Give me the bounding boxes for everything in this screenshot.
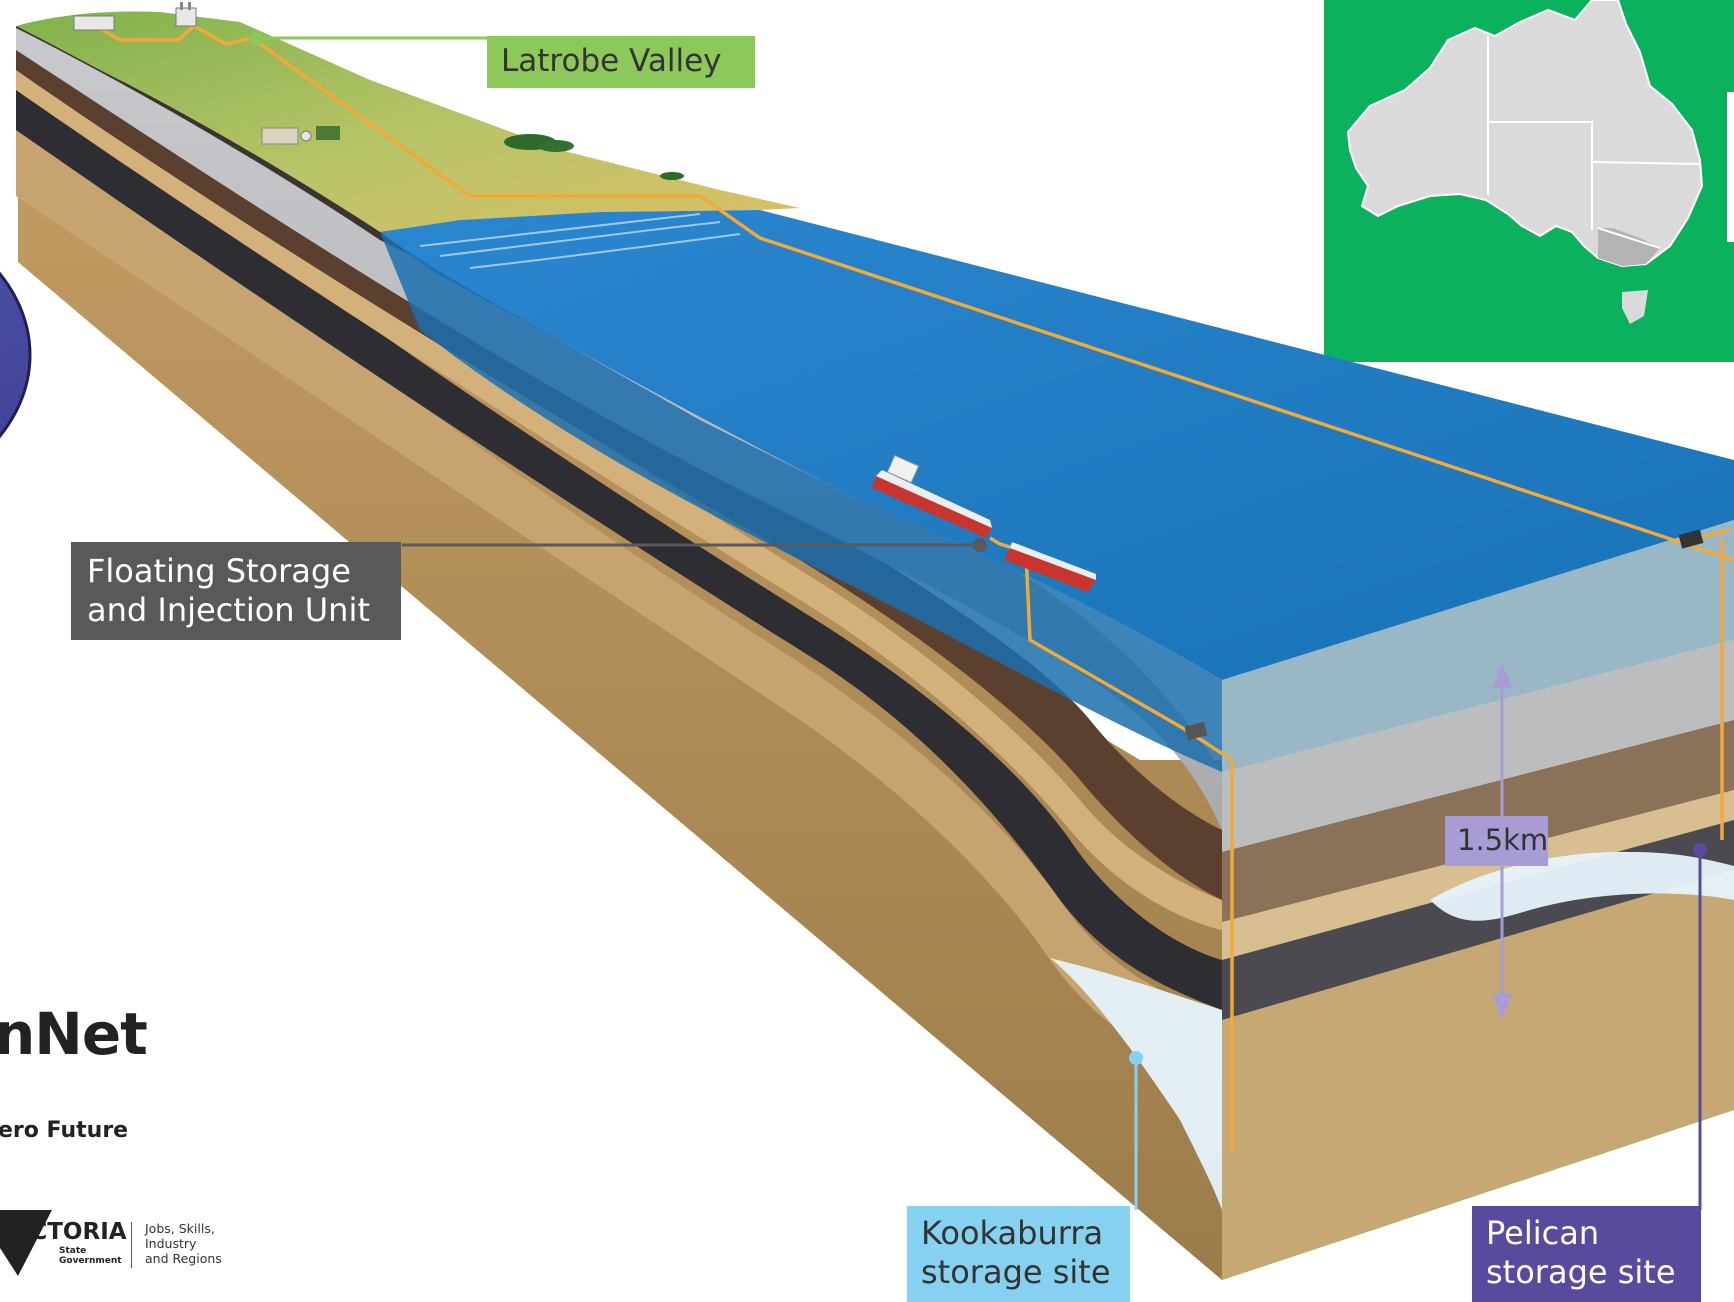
pelican-plume (1430, 851, 1734, 921)
department-line2: Industry (145, 1236, 197, 1251)
victoria-logo-icon (0, 1210, 52, 1276)
australia-inset-map (1324, 0, 1734, 362)
front-face-gray (1222, 640, 1734, 852)
wave-lines (419, 213, 741, 269)
co2-pipeline (95, 23, 1734, 1150)
kookaburra-plume (1050, 958, 1222, 1210)
kookaburra-label: Kookaburra storage site (907, 1206, 1130, 1302)
depth-label: 1.5km (1445, 816, 1548, 866)
pelican-leader (1693, 843, 1707, 1210)
australia-mainland (1346, 0, 1704, 268)
kookaburra-label-line1: Kookaburra (921, 1214, 1104, 1252)
victoria-wordmark: VICTORIA (4, 1219, 127, 1245)
pelican-label-line2: storage site (1486, 1253, 1676, 1292)
victoria-sub-line2: Government (59, 1256, 122, 1267)
ship-icon (872, 454, 1096, 592)
stratum-brown (16, 36, 1222, 900)
fsiu-label-line2: and Injection Unit (87, 591, 370, 630)
department-name: Jobs, Skills, Industry and Regions (145, 1221, 255, 1266)
trees-icon (504, 134, 684, 180)
latrobe-valley-label: Latrobe Valley (487, 36, 755, 88)
capture-facility-icon (261, 126, 340, 145)
logo-divider (131, 1222, 132, 1268)
state-borders (1487, 36, 1701, 249)
stratum-coal (16, 60, 1222, 1010)
fsiu-label-line1: Floating Storage (87, 552, 351, 590)
fsiu-label: Floating Storage and Injection Unit (71, 542, 401, 640)
victoria-highlight (1598, 228, 1660, 266)
stratum-topsoil (16, 26, 420, 260)
front-face-water (1222, 520, 1734, 772)
tasmania (1622, 290, 1648, 324)
power-station-icon (73, 2, 197, 31)
fsiu-marker-dot (973, 538, 987, 552)
department-line1: Jobs, Skills, (145, 1221, 215, 1236)
front-face-sand (1222, 790, 1734, 960)
land-surface (16, 11, 800, 232)
pelican-label: Pelican storage site (1472, 1206, 1701, 1302)
pelican-label-line1: Pelican (1486, 1214, 1600, 1252)
ocean-surface (380, 210, 1734, 680)
victoria-subtitle: State Government (59, 1246, 122, 1267)
department-line3: and Regions (145, 1251, 222, 1266)
ocean-front-slope (380, 232, 1222, 772)
wellhead-icon (1184, 529, 1704, 741)
victoria-sub-line1: State (59, 1246, 87, 1256)
kookaburra-leader (1129, 1051, 1143, 1210)
front-face-deep (1222, 870, 1734, 1280)
purple-circle-decoration (0, 271, 32, 439)
project-logo-text: nNet (0, 1000, 148, 1068)
project-tagline: ero Future (0, 1118, 129, 1143)
stratum-gray (16, 28, 1222, 830)
geological-block (16, 26, 1734, 1280)
kookaburra-label-line2: storage site (921, 1253, 1111, 1292)
